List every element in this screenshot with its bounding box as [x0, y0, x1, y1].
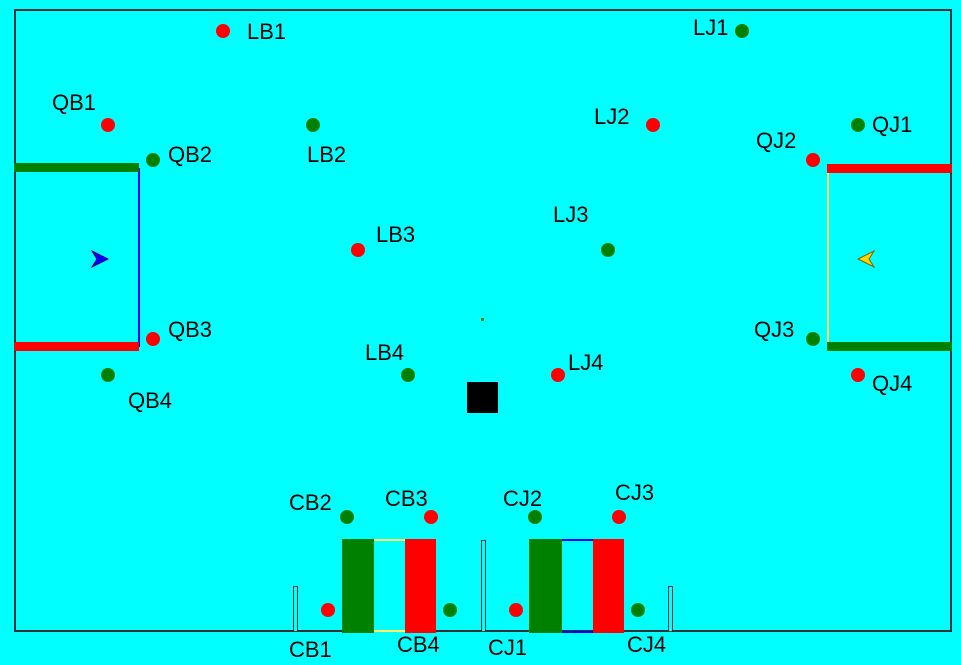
post-left-outer	[293, 586, 298, 632]
bottom-yellow-frame-left	[374, 539, 405, 632]
right-goal-frame	[827, 171, 954, 347]
center-box	[467, 382, 498, 413]
dot-lj3	[601, 243, 615, 257]
dot-cb1	[321, 603, 335, 617]
dot-cj3	[612, 510, 626, 524]
dot-cb4	[443, 603, 457, 617]
bottom-red-bar-left	[405, 539, 436, 633]
dot-cj1	[509, 603, 523, 617]
blue-arrow-right-icon	[90, 249, 110, 269]
post-right-outer	[668, 586, 673, 632]
dot-qb2	[146, 153, 160, 167]
label-cj4: CJ4	[627, 632, 667, 657]
dot-cb2	[340, 510, 354, 524]
label-qj1: QJ1	[872, 112, 913, 137]
dot-lj1	[735, 24, 749, 38]
label-cj1: CJ1	[488, 635, 528, 660]
label-lj1: LJ1	[693, 15, 729, 40]
left-goal-top-bar	[14, 163, 139, 172]
label-qj4: QJ4	[872, 371, 913, 396]
label-lj4: LJ4	[568, 350, 604, 375]
dot-qj3	[806, 332, 820, 346]
bottom-green-bar-right	[529, 539, 562, 633]
label-qb4: QB4	[128, 388, 173, 413]
label-cb2: CB2	[289, 490, 332, 515]
right-goal-top-bar	[827, 164, 952, 173]
label-lb3: LB3	[376, 222, 416, 247]
bottom-green-bar-left	[342, 539, 374, 633]
left-goal-bottom-bar	[14, 342, 139, 351]
right-goal-bottom-bar	[827, 342, 952, 351]
left-goal-frame	[14, 168, 140, 347]
dot-lj2	[646, 118, 660, 132]
label-cb4: CB4	[397, 632, 440, 657]
dot-qj2	[806, 153, 820, 167]
post-center	[481, 540, 486, 632]
dot-qb4	[101, 368, 115, 382]
label-cb3: CB3	[385, 486, 428, 511]
dot-lj4	[551, 368, 565, 382]
bottom-blue-frame-right	[562, 539, 593, 633]
dot-qj4	[851, 368, 865, 382]
dot-qb3	[146, 332, 160, 346]
dot-cj4	[631, 603, 645, 617]
dot-cb3	[424, 510, 438, 524]
label-lj3: LJ3	[553, 202, 589, 227]
dot-qj1	[851, 118, 865, 132]
label-qj2: QJ2	[756, 128, 797, 153]
bottom-red-bar-right	[593, 539, 624, 633]
label-qb3: QB3	[168, 317, 213, 342]
center-mark	[481, 318, 484, 321]
label-lb2: LB2	[307, 142, 347, 167]
label-lb4: LB4	[365, 340, 405, 365]
dot-qb1	[101, 118, 115, 132]
dot-lb4	[401, 368, 415, 382]
label-qj3: QJ3	[754, 317, 795, 342]
label-cj2: CJ2	[503, 486, 543, 511]
dot-cj2	[528, 510, 542, 524]
yellow-arrow-left-icon	[856, 249, 876, 269]
dot-lb2	[306, 118, 320, 132]
label-cj3: CJ3	[615, 480, 655, 505]
label-cb1: CB1	[289, 637, 332, 662]
label-qb2: QB2	[168, 142, 213, 167]
dot-lb3	[351, 243, 365, 257]
label-lj2: LJ2	[594, 104, 630, 129]
dot-lb1	[216, 24, 230, 38]
label-lb1: LB1	[247, 19, 287, 44]
label-qb1: QB1	[52, 90, 97, 115]
